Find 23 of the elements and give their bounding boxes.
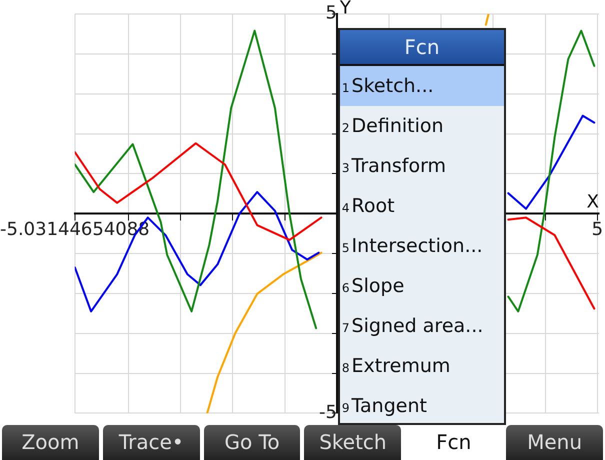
annotation: 6 [342, 281, 350, 295]
annotation: Tangent [352, 395, 427, 417]
annotation: Root [352, 195, 395, 217]
annotation: Signed area... [352, 315, 484, 337]
annotation: Sketch... [352, 75, 434, 97]
annotation: Fcn [340, 30, 504, 66]
annotation: Intersection... [352, 235, 483, 257]
y-tick-label: -5 [318, 402, 337, 423]
annotation: 3 [342, 161, 350, 175]
annotation: 5 [342, 241, 350, 255]
softkey-bar: Zoom Trace• Go To Sketch Fcn Menu [0, 425, 605, 460]
y-axis-title: Y [338, 0, 352, 19]
annotation: 7 [342, 321, 350, 335]
annotation: 9 [342, 401, 350, 415]
annotation: 8 [342, 361, 350, 375]
annotation: Extremum [352, 355, 450, 377]
annotation: 1 [342, 81, 350, 95]
annotation: 2 [342, 121, 350, 135]
annotation: Slope [352, 275, 404, 297]
annotation: 4 [342, 201, 350, 215]
x-axis-title: X [586, 191, 599, 212]
annotation: Transform [352, 155, 446, 177]
annotation: Definition [352, 115, 444, 137]
